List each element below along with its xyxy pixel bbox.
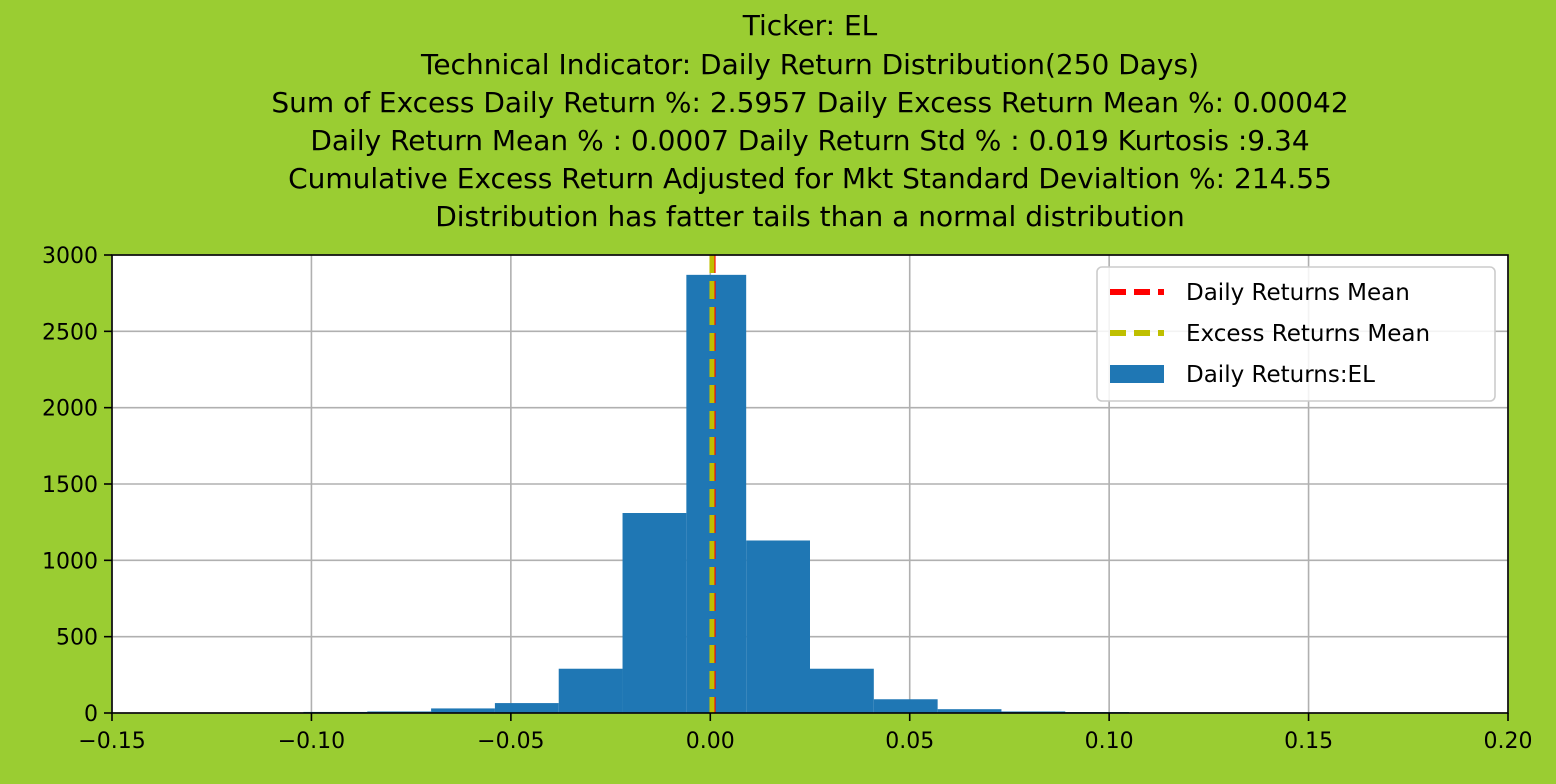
- chart-title-line: Cumulative Excess Return Adjusted for Mk…: [288, 162, 1332, 195]
- y-tick-label: 1000: [42, 549, 98, 574]
- legend-label: Daily Returns Mean: [1186, 280, 1410, 306]
- chart-title-line: Distribution has fatter tails than a nor…: [435, 200, 1185, 233]
- chart-title-line: Technical Indicator: Daily Return Distri…: [420, 48, 1199, 81]
- histogram-bar: [495, 703, 559, 713]
- histogram-bar: [623, 513, 687, 713]
- legend-bar-swatch: [1110, 365, 1164, 383]
- y-tick-label: 500: [56, 626, 98, 651]
- x-tick-label: −0.15: [78, 729, 145, 754]
- y-tick-label: 2000: [42, 397, 98, 422]
- y-tick-label: 2500: [42, 320, 98, 345]
- x-tick-label: 0.10: [1085, 729, 1134, 754]
- x-tick-label: 0.15: [1284, 729, 1333, 754]
- histogram-bar: [686, 275, 746, 713]
- x-tick-label: 0.20: [1484, 729, 1533, 754]
- chart-title-line: Ticker: EL: [742, 9, 878, 42]
- histogram-bar: [810, 669, 874, 713]
- legend: Daily Returns Mean Excess Returns Mean Dai…: [1097, 267, 1495, 401]
- legend-label: Daily Returns:EL: [1186, 362, 1375, 388]
- histogram-bar: [746, 540, 810, 713]
- x-tick-label: −0.05: [477, 729, 544, 754]
- y-tick-label: 0: [84, 702, 98, 727]
- histogram-bar: [559, 669, 623, 713]
- legend-label: Excess Returns Mean: [1186, 321, 1430, 347]
- x-tick-label: −0.10: [278, 729, 345, 754]
- x-tick-label: 0.05: [885, 729, 934, 754]
- x-tick-label: 0.00: [686, 729, 735, 754]
- chart-title-line: Daily Return Mean % : 0.0007 Daily Retur…: [310, 124, 1309, 157]
- histogram-bar: [874, 699, 938, 713]
- chart-title-line: Sum of Excess Daily Return %: 2.5957 Dai…: [271, 86, 1348, 119]
- y-tick-label: 1500: [42, 473, 98, 498]
- y-tick-label: 3000: [42, 244, 98, 269]
